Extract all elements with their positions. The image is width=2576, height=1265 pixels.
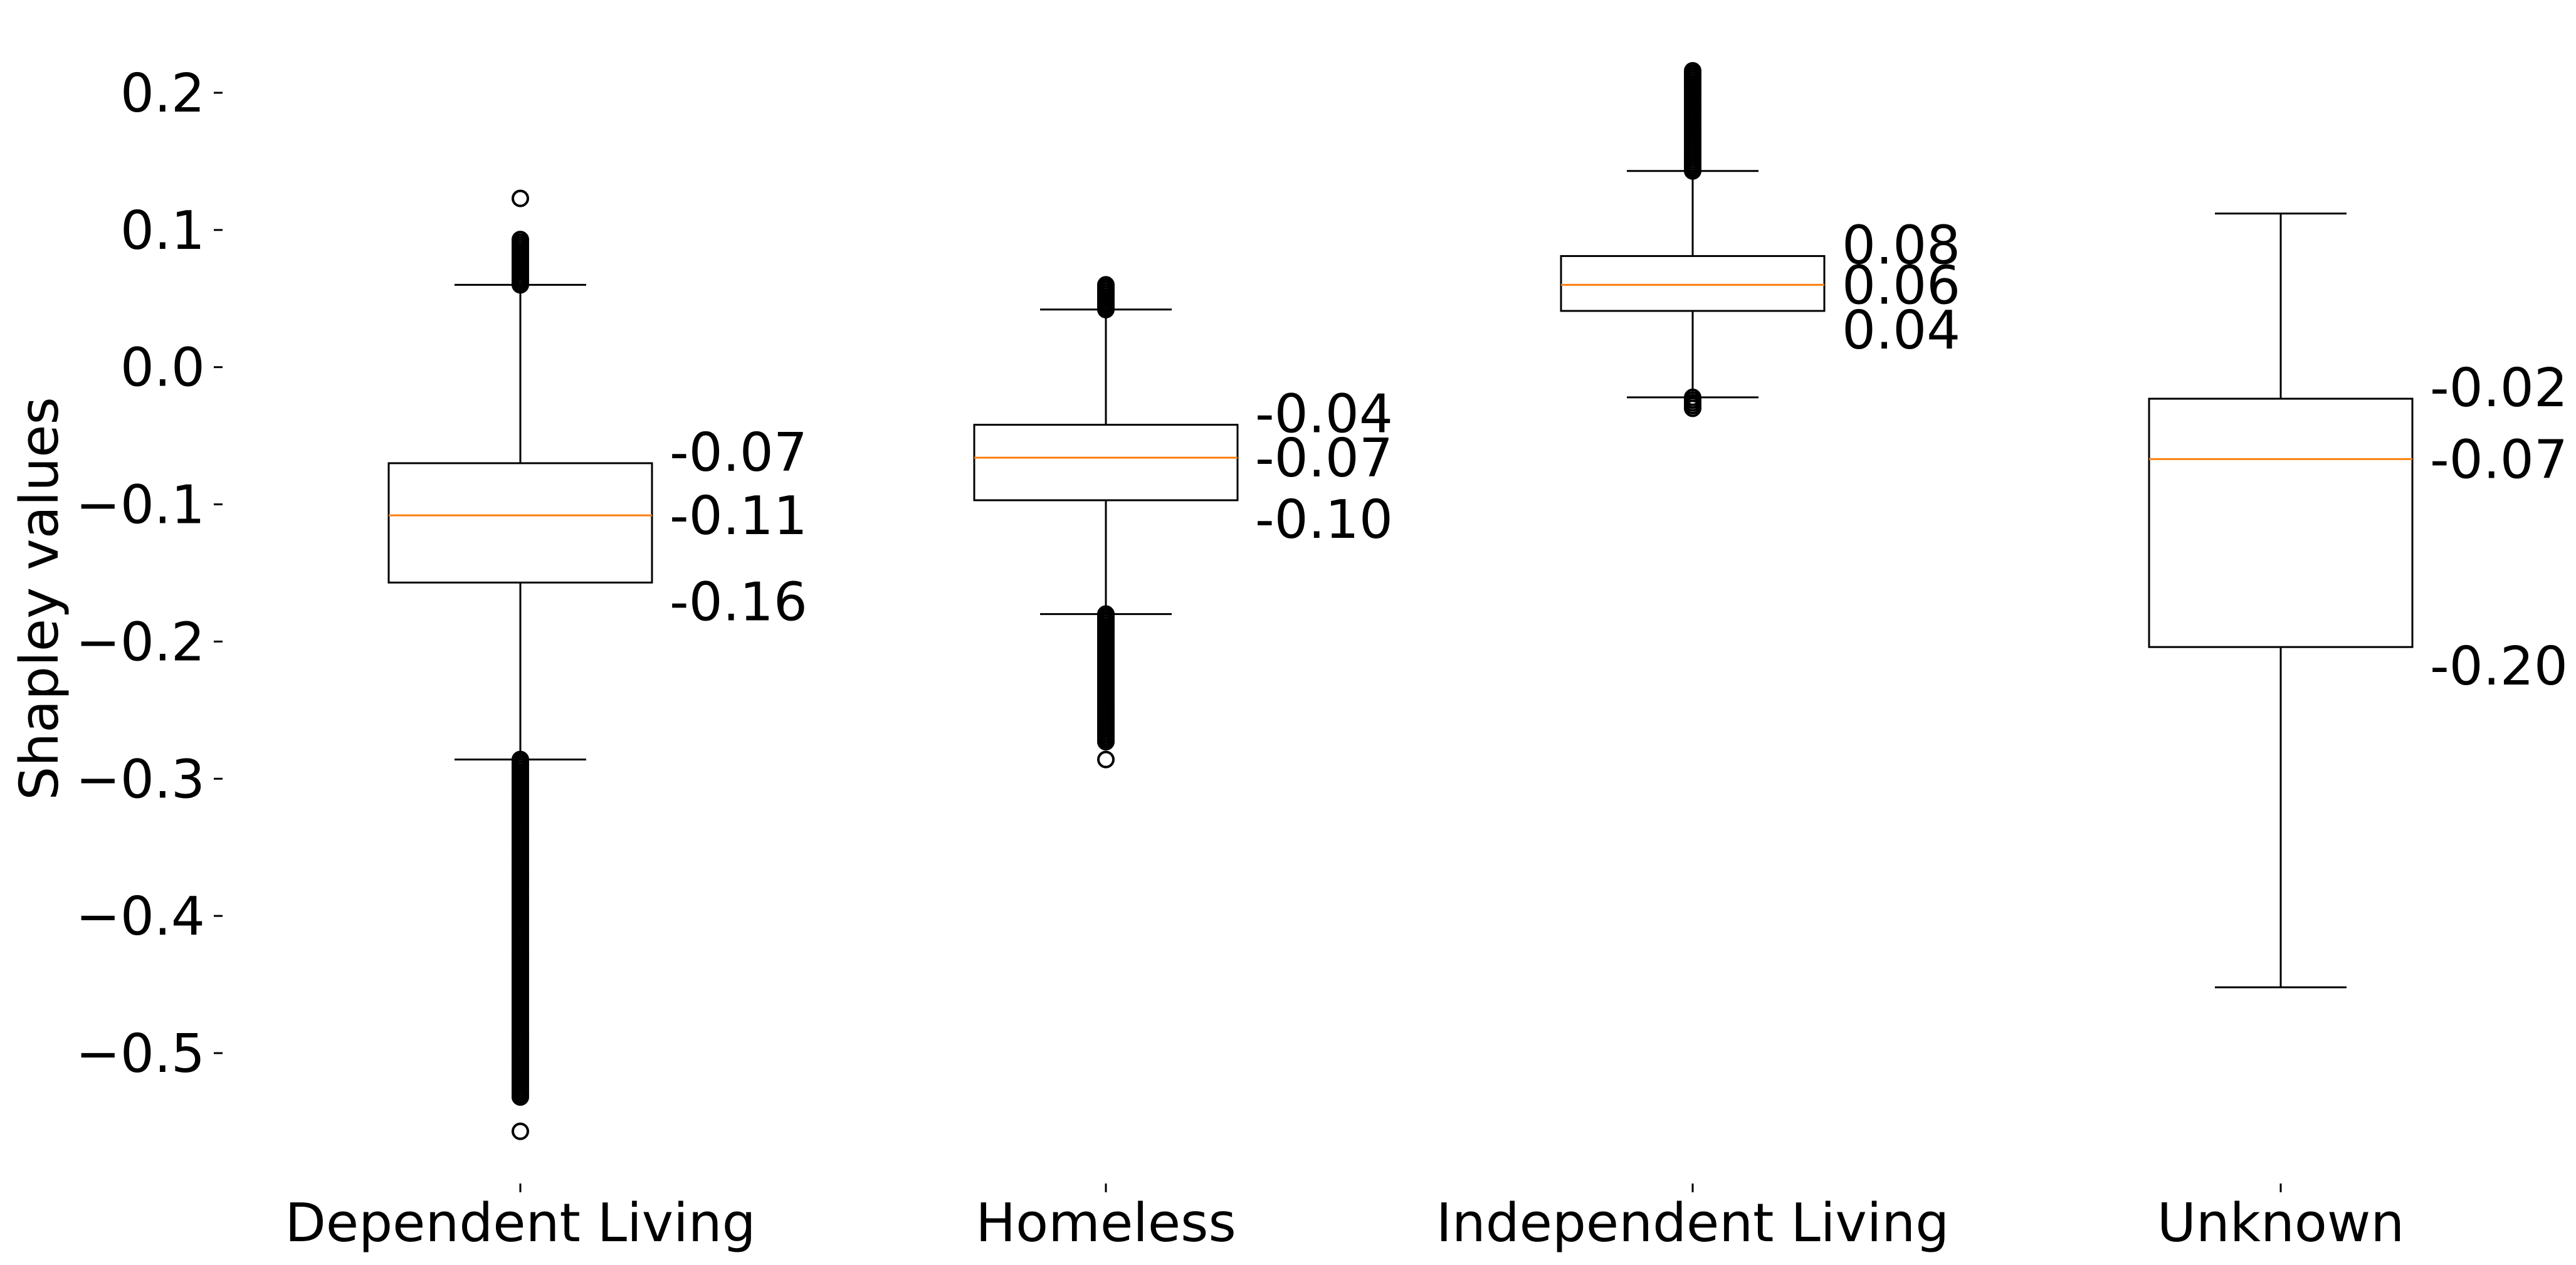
median-annotation: -0.11: [670, 485, 807, 547]
x-axis: Dependent Living Homeless Independent Livi…: [285, 1184, 2404, 1254]
outlier-point: [512, 1122, 529, 1140]
x-tick-label: Unknown: [2157, 1192, 2405, 1254]
outlier-point: [1097, 750, 1115, 769]
q1-annotation: -0.16: [670, 571, 807, 633]
y-tick-label: −0.2: [76, 611, 205, 673]
outlier-point: [1097, 733, 1115, 751]
x-tick-label: Independent Living: [1436, 1192, 1950, 1254]
box-homeless: -0.04-0.07-0.10: [973, 276, 1393, 769]
outlier-point: [1684, 162, 1701, 180]
y-tick-label: −0.3: [76, 748, 205, 811]
y-tick-label: −0.5: [76, 1023, 205, 1085]
box-dependent-living: -0.07-0.11 -0.16: [387, 189, 807, 1140]
q3-annotation: -0.04: [1255, 384, 1393, 446]
q1-annotation: 0.04: [1842, 300, 1960, 362]
x-tick-label: Homeless: [975, 1192, 1236, 1254]
q3-annotation: 0.08: [1842, 214, 1960, 276]
interquartile-box: [1560, 255, 1826, 312]
interquartile-box: [387, 462, 653, 584]
outlier-point: [1097, 300, 1115, 318]
box-series: -0.07-0.11-0.16-0.04-0.07-0.100.080.060.…: [387, 61, 2568, 1140]
outlier-point: [1684, 399, 1701, 417]
y-axis: 0.2 0.1 0.0 −0.1 −0.2 −0.3 −0.4 −0.5: [76, 63, 223, 1085]
box-independent-living: 0.080.060.04: [1560, 61, 1960, 417]
interquartile-box: [973, 424, 1239, 501]
y-tick-label: −0.4: [76, 886, 205, 948]
median-annotation: -0.07: [1255, 428, 1393, 490]
interquartile-box: [2148, 397, 2414, 648]
outlier-point: [512, 189, 529, 207]
box-unknown: -0.02 -0.07 -0.20: [2148, 213, 2568, 989]
outlier-point: [512, 1088, 529, 1106]
q1-annotation: -0.10: [1255, 489, 1393, 551]
outlier-point: [512, 276, 529, 294]
median-annotation: -0.07: [2430, 429, 2568, 491]
x-tick-label: Dependent Living: [285, 1192, 755, 1254]
y-tick-label: 0.1: [120, 200, 205, 262]
q3-annotation: -0.02: [2430, 357, 2568, 419]
y-tick-label: 0.0: [120, 337, 205, 399]
y-tick-label: −0.1: [76, 475, 205, 537]
y-axis-label: Shapley values: [9, 397, 71, 800]
q1-annotation: -0.20: [2430, 636, 2568, 698]
median-annotation: 0.06: [1842, 255, 1960, 317]
q3-annotation: -0.07: [670, 422, 807, 484]
y-tick-label: 0.2: [120, 63, 205, 125]
